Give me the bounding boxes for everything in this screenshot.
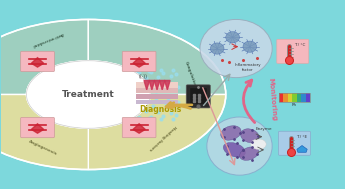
FancyBboxPatch shape: [136, 100, 178, 104]
Ellipse shape: [207, 117, 272, 175]
Text: Treatment: Treatment: [62, 90, 115, 99]
Text: T / °E: T / °E: [296, 135, 307, 139]
Bar: [292, 93, 297, 102]
Text: Diagnosis: Diagnosis: [139, 105, 181, 114]
Ellipse shape: [239, 147, 259, 160]
FancyArrowPatch shape: [166, 102, 190, 108]
Text: Healing factors: Healing factors: [148, 124, 177, 151]
Polygon shape: [149, 81, 155, 90]
FancyBboxPatch shape: [21, 117, 55, 138]
FancyBboxPatch shape: [122, 117, 156, 138]
Polygon shape: [31, 124, 44, 133]
Ellipse shape: [200, 19, 272, 78]
Wedge shape: [88, 19, 226, 94]
PathPatch shape: [297, 146, 307, 152]
Text: Angiogenesis: Angiogenesis: [28, 140, 58, 156]
Polygon shape: [144, 81, 149, 90]
Bar: [297, 93, 301, 102]
FancyBboxPatch shape: [190, 88, 207, 104]
Ellipse shape: [240, 129, 259, 143]
Ellipse shape: [243, 41, 257, 52]
Wedge shape: [88, 94, 226, 170]
FancyBboxPatch shape: [122, 51, 156, 72]
Polygon shape: [154, 81, 160, 90]
Ellipse shape: [223, 143, 245, 157]
Bar: [301, 93, 306, 102]
FancyBboxPatch shape: [136, 82, 178, 88]
Text: ((·)): ((·)): [139, 74, 148, 79]
Bar: [306, 93, 310, 102]
Ellipse shape: [226, 32, 239, 43]
FancyBboxPatch shape: [277, 39, 309, 63]
Bar: [279, 93, 284, 102]
Bar: [284, 93, 288, 102]
Text: T / °C: T / °C: [294, 43, 305, 47]
Ellipse shape: [221, 126, 241, 140]
Text: Inflammatory
factor: Inflammatory factor: [235, 63, 262, 72]
FancyBboxPatch shape: [136, 88, 178, 93]
FancyArrowPatch shape: [244, 80, 255, 122]
Circle shape: [27, 61, 150, 128]
Wedge shape: [0, 94, 88, 170]
FancyBboxPatch shape: [136, 94, 178, 99]
FancyBboxPatch shape: [278, 131, 310, 155]
Text: Enzyme: Enzyme: [256, 127, 273, 131]
Ellipse shape: [210, 43, 224, 54]
Text: Monitoring: Monitoring: [267, 77, 277, 121]
Text: Ph: Ph: [292, 103, 297, 107]
Polygon shape: [133, 58, 145, 67]
Text: Coagulation: Coagulation: [184, 60, 197, 88]
Ellipse shape: [251, 139, 266, 149]
FancyBboxPatch shape: [21, 51, 55, 72]
Polygon shape: [159, 81, 165, 90]
FancyBboxPatch shape: [186, 85, 210, 108]
Polygon shape: [133, 124, 145, 133]
Polygon shape: [165, 81, 170, 90]
Bar: [288, 93, 292, 102]
Wedge shape: [0, 19, 88, 94]
Polygon shape: [31, 58, 44, 67]
Text: Anti-microbial: Anti-microbial: [31, 32, 64, 48]
